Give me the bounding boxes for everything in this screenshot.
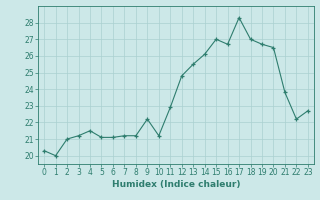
X-axis label: Humidex (Indice chaleur): Humidex (Indice chaleur) (112, 180, 240, 189)
